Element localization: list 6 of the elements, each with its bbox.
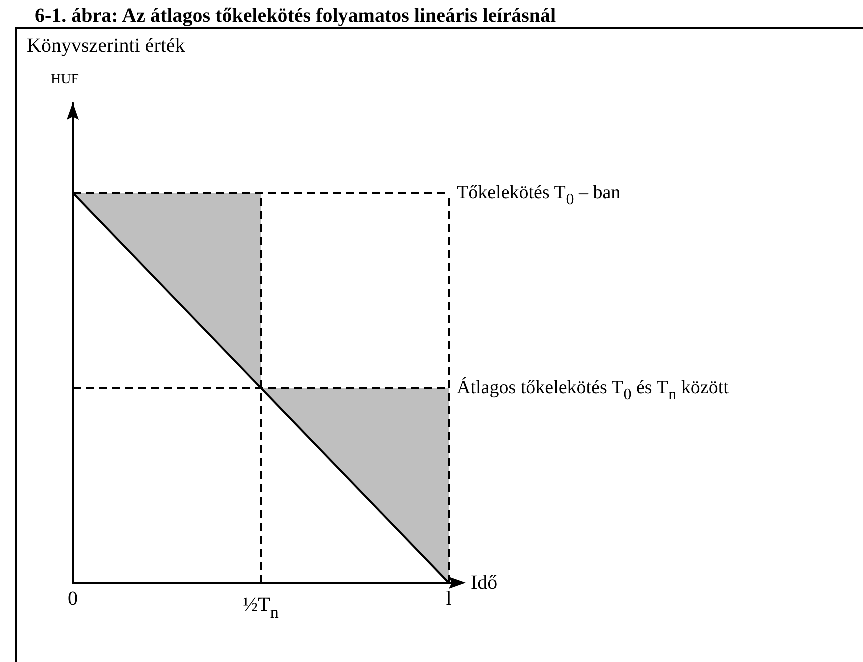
x-tick-label: l xyxy=(446,588,452,610)
text: HUF xyxy=(51,72,80,88)
text: Könyvszerinti érték xyxy=(27,35,186,57)
x-axis-title: Idő xyxy=(471,572,498,594)
x-tick-label: 0 xyxy=(68,588,78,610)
chart-title: 6-1. ábra: Az átlagos tőkelekötés folyamatos lineáris leírásnál xyxy=(35,5,556,27)
